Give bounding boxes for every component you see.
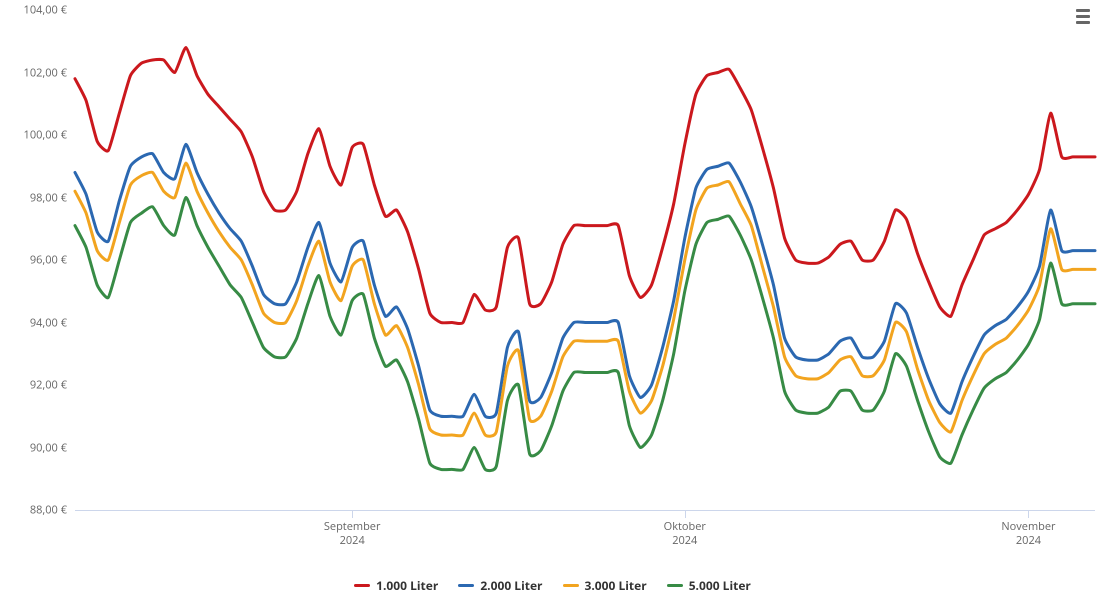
legend-item[interactable]: 2.000 Liter bbox=[458, 577, 542, 594]
legend-swatch bbox=[563, 584, 579, 587]
legend-swatch bbox=[667, 584, 683, 587]
legend-item[interactable]: 1.000 Liter bbox=[354, 577, 438, 594]
line-series-layer bbox=[75, 10, 1095, 510]
series-line bbox=[75, 197, 1095, 470]
legend-label: 1.000 Liter bbox=[376, 577, 438, 594]
legend-item[interactable]: 3.000 Liter bbox=[563, 577, 647, 594]
price-chart: 88,00 € 90,00 € 92,00 € 94,00 € 96,00 € 98,00… bbox=[0, 0, 1105, 602]
plot-area: 88,00 €90,00 €92,00 €94,00 €96,00 €98,00… bbox=[75, 10, 1095, 510]
y-axis-tick-label: 94,00 € bbox=[30, 315, 75, 330]
series-line bbox=[75, 163, 1095, 436]
legend-swatch bbox=[458, 584, 474, 587]
y-axis-tick-label: 90,00 € bbox=[30, 440, 75, 455]
y-axis-tick-label: 104,00 € bbox=[24, 3, 75, 18]
y-axis-tick-label: 96,00 € bbox=[30, 253, 75, 268]
x-axis-tick-label: November2024 bbox=[1001, 510, 1055, 549]
x-axis-tick-label: Oktober2024 bbox=[664, 510, 706, 549]
legend-item[interactable]: 5.000 Liter bbox=[667, 577, 751, 594]
x-axis-line bbox=[75, 510, 1095, 511]
legend: 1.000 Liter 2.000 Liter 3.000 Liter 5.000 L… bbox=[0, 574, 1105, 594]
legend-label: 2.000 Liter bbox=[480, 577, 542, 594]
legend-label: 3.000 Liter bbox=[585, 577, 647, 594]
y-axis-tick-label: 98,00 € bbox=[30, 190, 75, 205]
legend-label: 5.000 Liter bbox=[689, 577, 751, 594]
y-axis-tick-label: 100,00 € bbox=[24, 128, 75, 143]
y-axis-tick-label: 92,00 € bbox=[30, 378, 75, 393]
y-axis-tick-label: 102,00 € bbox=[24, 65, 75, 80]
y-axis-tick-label: 88,00 € bbox=[30, 503, 75, 518]
x-axis-tick-label: September2024 bbox=[324, 510, 381, 549]
legend-swatch bbox=[354, 584, 370, 587]
